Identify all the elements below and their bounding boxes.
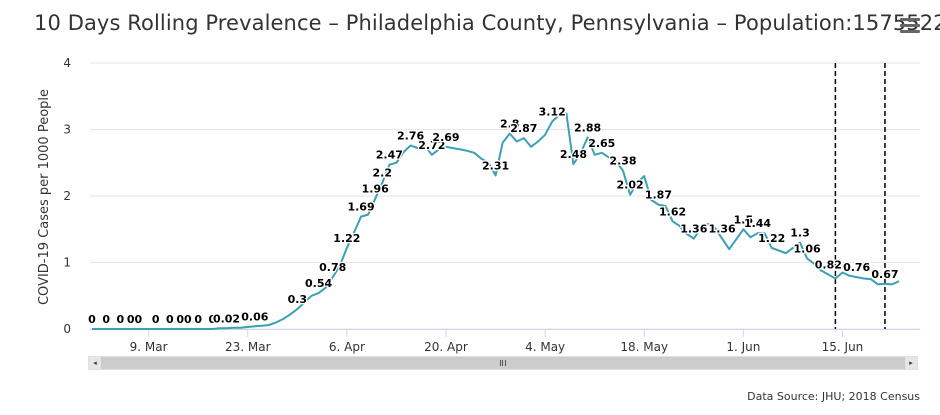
- data-label: 1.22: [333, 232, 360, 245]
- data-label: 0.54: [305, 277, 332, 290]
- gridlines: [90, 62, 920, 330]
- data-label: 2.72: [418, 139, 445, 152]
- data-label: 1.3: [790, 227, 810, 240]
- data-label: 0.82: [815, 258, 842, 271]
- data-label: 0: [102, 313, 110, 326]
- data-label: 0: [116, 313, 124, 326]
- data-label: 0: [194, 313, 202, 326]
- reference-lines: [834, 63, 886, 329]
- data-label: 1.06: [794, 243, 821, 256]
- menu-bar: [900, 18, 920, 21]
- navigator-scrollbar[interactable]: ◂ ▸: [88, 356, 918, 370]
- data-label: 2.47: [376, 149, 403, 162]
- data-label: 2.76: [397, 129, 424, 142]
- x-tick-label: 6. Apr: [329, 340, 365, 354]
- data-label: 2.2: [373, 167, 393, 180]
- data-label: 2.38: [609, 155, 636, 168]
- data-label: 1.36: [709, 223, 736, 236]
- x-tick-label: 18. May: [620, 340, 668, 354]
- x-tick-label: 20. Apr: [424, 340, 468, 354]
- data-label: 0.67: [871, 268, 898, 281]
- data-label: 1.96: [362, 183, 389, 196]
- hamburger-menu-icon[interactable]: [900, 18, 920, 36]
- series-line: [92, 112, 900, 330]
- y-tick-label: 1: [63, 256, 71, 270]
- data-label: 00: [176, 313, 192, 326]
- data-label: 3.12: [539, 106, 566, 119]
- x-tick-label: 9. Mar: [130, 340, 168, 354]
- data-label: 0.06: [241, 310, 268, 323]
- x-tick-label: 15. Jun: [822, 340, 864, 354]
- y-tick-label: 4: [63, 56, 71, 70]
- data-label: 1.36: [680, 223, 707, 236]
- menu-bar: [900, 24, 920, 27]
- data-label: 1.22: [758, 232, 785, 245]
- data-label: 2.65: [588, 137, 615, 150]
- menu-bar: [900, 30, 920, 33]
- data-source: Data Source: JHU; 2018 Census: [747, 390, 920, 403]
- x-tick-label: 23. Mar: [225, 340, 271, 354]
- data-label: 0: [209, 313, 217, 326]
- data-label: 0.3: [288, 293, 308, 306]
- data-label: 0.78: [319, 261, 346, 274]
- data-label: 2.48: [560, 148, 587, 161]
- data-label: 2.88: [574, 121, 601, 134]
- scroll-right-arrow-icon[interactable]: ▸: [904, 357, 917, 369]
- y-tick-label: 3: [63, 123, 71, 137]
- data-label: 2.87: [510, 122, 537, 135]
- data-label: 1.87: [645, 189, 672, 202]
- line-chart: 0 1 2 3 4 9. Mar 23. Mar 6. Apr 20. Apr 4. May 18…: [37, 56, 920, 354]
- x-tick-label: 4. May: [525, 340, 565, 354]
- scroll-left-arrow-icon[interactable]: ◂: [89, 357, 102, 369]
- x-tick-label: 1. Jun: [726, 340, 760, 354]
- x-axis-ticks: 9. Mar 23. Mar 6. Apr 20. Apr 4. May 18. May 1…: [130, 329, 864, 354]
- data-label: 2.8: [500, 117, 520, 130]
- data-label: 1.69: [347, 201, 374, 214]
- y-tick-label: 2: [63, 189, 71, 203]
- scroll-thumb[interactable]: [102, 357, 904, 369]
- data-label: 0: [152, 313, 160, 326]
- data-label: 0.76: [843, 261, 870, 274]
- y-tick-label: 0: [63, 322, 71, 336]
- y-axis-ticks: 0 1 2 3 4: [63, 56, 71, 336]
- data-label: 1.62: [659, 205, 686, 218]
- data-label: 1.44: [744, 217, 771, 230]
- data-label: 0: [88, 313, 96, 326]
- data-label: 2.02: [617, 179, 644, 192]
- data-label: 0: [166, 313, 174, 326]
- data-label: 2.31: [482, 159, 509, 172]
- data-label: 1.5: [734, 213, 754, 226]
- chart-title: 10 Days Rolling Prevalence – Philadelphi…: [34, 11, 940, 35]
- scroll-grip-icon: [500, 360, 506, 366]
- data-labels: 0 0 0 00 0 0 00 0 00.02 0.060.30.540.781.221.691.…: [87, 104, 900, 327]
- data-label: 00: [127, 313, 143, 326]
- data-label: 0.02: [213, 312, 240, 325]
- data-label: 2.69: [432, 131, 459, 144]
- y-axis-label: COVID-19 Cases per 1000 People: [37, 89, 52, 305]
